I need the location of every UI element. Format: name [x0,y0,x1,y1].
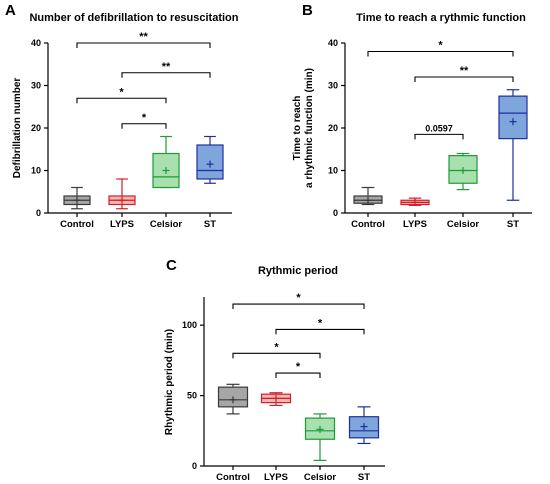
panel-b: B Time to reach a rythmic function Time to… [292,2,532,230]
y-axis-label: Rhythmic period (min) [164,329,175,435]
panel-letter: A [5,2,16,19]
y-axis-label-line: Rhythmic period (min) [164,329,175,435]
significance-label: ** [162,61,171,73]
box-lyps [108,178,136,210]
significance-label: * [274,341,279,353]
chart-title: Rythmic period [258,265,338,277]
panel-a: A Number of defibrillation to resuscitati… [5,2,239,230]
x-tick-label: Control [216,472,250,483]
bracket-line [232,303,365,310]
significance-label: * [142,112,147,124]
y-tick-label: 10 [328,166,338,176]
box-iqr [498,95,528,140]
chart-title: Time to reach a rythmic function [356,12,526,24]
significance-bracket: ** [76,31,211,48]
x-tick-label: ST [204,219,216,230]
significance-bracket: * [121,112,167,129]
y-tick-label: 10 [31,166,41,176]
x-tick-label: Control [351,219,385,230]
x-tick-label: ST [507,219,519,230]
panel-letter: C [166,257,177,274]
y-tick-label: 50 [187,391,197,401]
significance-bracket: * [76,86,167,104]
bracket-line [76,42,211,48]
panel-c: C Rythmic period Rhythmic period (min) 0 50 1… [164,257,385,483]
box-st [498,89,528,201]
panel-letter: B [302,2,313,19]
bracket-line [414,76,514,82]
box-control [63,186,91,210]
bracket-line [76,97,167,104]
significance-bracket: * [232,292,365,310]
significance-bracket: * [367,40,514,57]
y-tick-label: 30 [31,81,41,91]
significance-bracket: * [275,317,365,335]
y-tick-label: 30 [328,81,338,91]
significance-label: * [296,292,301,304]
significance-label: * [119,86,124,98]
y-tick-label: 0 [333,208,338,218]
significance-bracket: 0.0597 [414,123,464,140]
box-celsior [304,413,336,461]
bracket-line [414,133,464,140]
y-axis-label-line: Defibrillation number [12,78,23,179]
box-control [217,383,249,415]
y-axis-label: Defibrillation number [12,78,23,179]
box-celsior [448,152,478,191]
significance-label: * [296,361,301,373]
x-tick-label: Celsior [304,472,337,483]
y-tick-label: 20 [328,123,338,133]
box-lyps [400,197,430,206]
y-tick-label: 40 [328,38,338,48]
significance-bracket: ** [414,65,514,82]
y-tick-label: 20 [31,123,41,133]
significance-label: ** [460,65,469,77]
chart-title: Number of defibrillation to resuscitatio… [29,12,238,24]
significance-label: * [318,317,323,329]
y-tick-label: 0 [36,208,41,218]
bracket-line [275,328,365,335]
x-tick-label: LYPS [264,472,288,483]
box-control [353,186,383,206]
box-lyps [260,392,292,407]
y-tick-label: 0 [192,461,197,471]
bracket-line [367,50,514,57]
significance-label: 0.0597 [425,123,453,133]
bracket-line [121,72,211,78]
box-st [196,135,224,184]
y-axis-label-line: Time to reach [292,96,303,161]
box-st [348,406,380,445]
x-tick-label: LYPS [403,219,427,230]
x-tick-label: Celsior [447,219,480,230]
bracket-line [275,372,321,379]
y-axis-label-line: a rhythmic function (min) [304,68,315,188]
significance-bracket: * [232,341,321,359]
bracket-line [121,123,167,129]
x-tick-label: Celsior [150,219,183,230]
significance-bracket: * [275,361,321,379]
x-tick-label: ST [358,472,370,483]
box-iqr [196,144,224,180]
y-tick-label: 100 [182,320,197,330]
significance-label: ** [139,31,148,43]
bracket-line [232,352,321,359]
significance-label: * [438,40,443,52]
y-axis-label: Time to reacha rhythmic function (min) [292,68,315,188]
x-tick-label: Control [60,219,94,230]
box-celsior [152,135,180,189]
x-tick-label: LYPS [110,219,134,230]
significance-bracket: ** [121,61,211,78]
y-tick-label: 40 [31,38,41,48]
